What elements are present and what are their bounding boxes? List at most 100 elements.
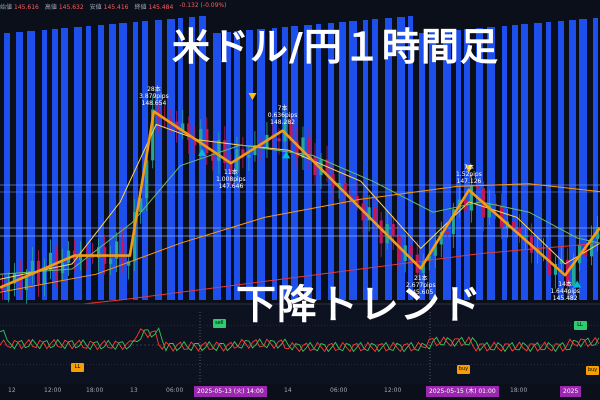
candle-body — [151, 109, 155, 161]
ohlc-header: 始値 145.616 高値 145.632 安値 145.416 終値 145.484 … — [0, 2, 226, 16]
candle-body — [259, 144, 263, 148]
candle-body — [36, 260, 41, 285]
candle-body — [78, 253, 83, 261]
candle-body — [373, 207, 377, 221]
background-stripe — [579, 19, 587, 300]
candle-body — [511, 221, 516, 228]
candle-body — [169, 119, 173, 122]
oscillator-main-line — [0, 328, 600, 353]
annotation-line: 7本 — [277, 104, 288, 112]
background-stripe — [167, 19, 175, 300]
background-stripe — [52, 29, 58, 300]
candle-body — [42, 269, 47, 285]
background-stripe — [178, 18, 183, 300]
background-stripe — [316, 24, 321, 300]
buy-triangle-marker — [198, 148, 207, 156]
background-stripe — [98, 25, 104, 300]
time-axis: 12 12:00 18:00 13 06:00 2025-05-13 (火) 1… — [0, 384, 600, 400]
candle-body — [469, 185, 473, 211]
background-stripe — [443, 31, 451, 300]
background-stripe — [363, 20, 368, 300]
background-stripe — [569, 20, 576, 300]
buy-triangle-marker — [573, 280, 582, 288]
background-stripe — [456, 30, 461, 300]
background-stripe — [593, 18, 598, 300]
background-stripe — [246, 30, 253, 300]
buy-triangle-marker — [282, 151, 291, 159]
candle-body — [24, 275, 29, 290]
candle-body — [18, 273, 23, 290]
background-stripe — [74, 27, 82, 300]
chart-title: 米ドル/円１時間足 — [172, 25, 499, 69]
background-stripe — [304, 25, 312, 300]
candle-body — [451, 209, 455, 235]
candle-body — [523, 235, 528, 237]
candle-body — [349, 195, 353, 197]
x-tick: 18:00 — [86, 387, 104, 394]
background-stripe — [272, 28, 277, 300]
signal-badge-sell: sell — [212, 318, 226, 328]
ohlc-low: 安値 145.416 — [89, 4, 129, 11]
moving-average-ma_fast — [0, 123, 600, 280]
signal-badge-ll: LL — [70, 363, 84, 373]
candle-body — [283, 120, 287, 142]
annotation-line: 148.654 — [141, 99, 167, 107]
annotation-line: 1.52pips — [456, 171, 482, 178]
background-stripe — [27, 31, 35, 300]
candle-body — [133, 212, 137, 262]
ohlc-close: 終値 145.484 — [134, 4, 174, 11]
annotation-line: 147.646 — [218, 183, 244, 191]
candle-body — [0, 287, 5, 291]
candle-body — [127, 261, 131, 266]
signal-badge-buy: buy — [586, 366, 599, 376]
candle-body — [301, 137, 305, 158]
background-stripe — [385, 18, 392, 300]
background-stripe — [213, 33, 221, 300]
background-stripe — [429, 32, 436, 300]
zigzag-annotation: 11本 1.008pips 147.646 — [213, 169, 249, 190]
candle-body — [433, 244, 437, 256]
zigzag-line — [0, 110, 600, 289]
x-tick: 14 — [284, 387, 292, 394]
candle-body — [139, 198, 143, 213]
annotation-line: 7本 — [464, 164, 474, 171]
background-stripe — [521, 24, 528, 300]
background-stripe — [372, 19, 378, 300]
candle-body — [571, 263, 576, 286]
background-stripe — [487, 27, 495, 300]
background-stripe — [282, 27, 288, 300]
annotation-line: 145.482 — [552, 295, 578, 303]
ohlc-change: -0.132 (-0.09%) — [179, 2, 227, 9]
background-stripe — [189, 17, 195, 300]
background-stripe — [464, 29, 470, 300]
candle-body — [277, 138, 281, 142]
candle-body — [295, 140, 299, 158]
candle-body — [391, 224, 395, 237]
zigzag-annotation: 7本 0.636pips 148.282 — [265, 105, 301, 126]
candle-body — [181, 123, 185, 131]
candle-body — [241, 149, 245, 158]
candle-body — [211, 153, 215, 161]
moving-average-ma_long — [0, 242, 600, 314]
background-stripe — [502, 26, 507, 300]
background-stripe — [133, 22, 138, 300]
x-tick: 06:00 — [166, 387, 184, 394]
candle-body — [553, 263, 558, 275]
background-stripe — [155, 20, 162, 300]
candle-body — [145, 160, 149, 199]
background-stripe — [86, 26, 91, 300]
candle-body — [559, 259, 564, 264]
annotation-line: 1.008pips — [216, 176, 246, 184]
candle-body — [499, 205, 504, 228]
background-stripe — [16, 32, 23, 300]
ohlc-open: 始値 145.616 — [0, 4, 39, 11]
x-tick: 12:00 — [384, 387, 402, 394]
candle-body — [109, 258, 113, 264]
moving-average-ma_slow — [0, 183, 600, 293]
candle-body — [307, 137, 311, 157]
annotation-line: 147.126 — [456, 178, 482, 185]
annotation-line: 28本 — [147, 85, 161, 93]
background-stripe — [226, 32, 231, 300]
